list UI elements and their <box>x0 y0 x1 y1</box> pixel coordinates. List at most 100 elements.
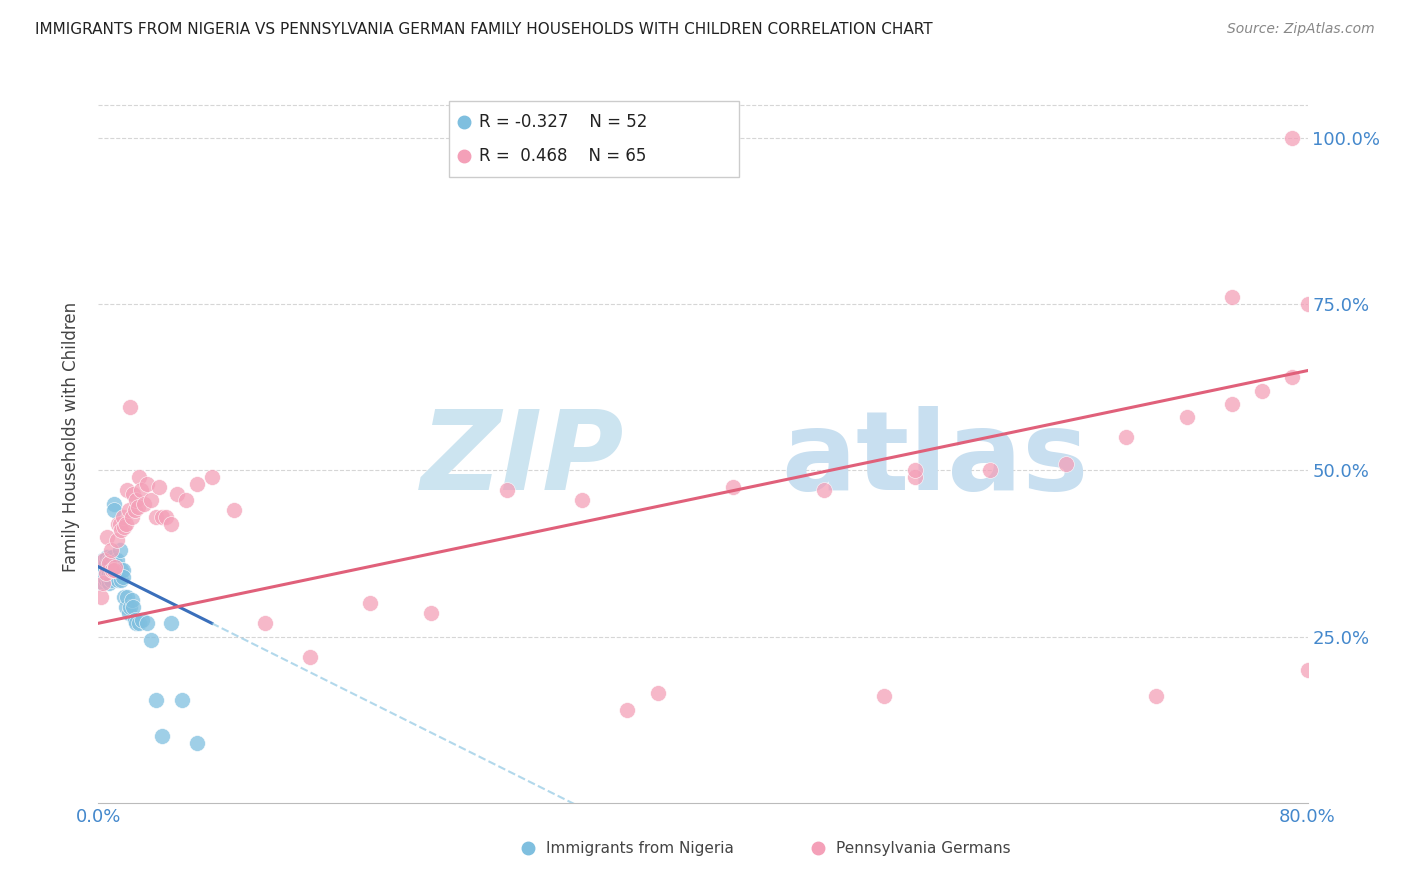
Point <box>104 566 127 581</box>
Point <box>101 563 124 577</box>
Point <box>98 553 121 567</box>
Point <box>93 563 115 577</box>
Point <box>111 570 134 584</box>
Point <box>112 520 135 534</box>
Text: R = -0.327    N = 52: R = -0.327 N = 52 <box>479 113 648 131</box>
Point <box>94 557 117 571</box>
Point <box>1281 131 1303 145</box>
Point <box>107 573 129 587</box>
Point <box>96 530 118 544</box>
Point <box>111 509 134 524</box>
Point <box>1115 430 1137 444</box>
Point <box>120 599 142 614</box>
Point <box>1251 384 1274 398</box>
Point <box>101 563 124 577</box>
Point <box>96 549 118 564</box>
Point <box>118 607 141 621</box>
Point <box>122 486 145 500</box>
Point <box>114 516 136 531</box>
Point <box>103 497 125 511</box>
Point <box>160 616 183 631</box>
Point <box>420 607 443 621</box>
Point <box>118 503 141 517</box>
Point <box>813 483 835 498</box>
Point <box>128 470 150 484</box>
Point <box>103 563 125 577</box>
Point <box>115 483 138 498</box>
Point <box>124 503 146 517</box>
Point <box>91 576 114 591</box>
Point <box>100 543 122 558</box>
Point <box>135 616 157 631</box>
Point <box>100 557 122 571</box>
Point <box>647 686 669 700</box>
Point <box>96 570 118 584</box>
Text: R =  0.468    N = 65: R = 0.468 N = 65 <box>479 147 647 165</box>
Point <box>132 497 155 511</box>
Point <box>124 613 146 627</box>
Point <box>166 486 188 500</box>
FancyBboxPatch shape <box>449 101 740 178</box>
Point <box>96 559 118 574</box>
Point <box>108 543 131 558</box>
Point <box>100 573 122 587</box>
Point <box>186 476 208 491</box>
Point <box>129 483 152 498</box>
Point <box>1220 397 1243 411</box>
Point <box>723 480 745 494</box>
Point <box>1296 663 1319 677</box>
Point <box>93 570 115 584</box>
Point <box>360 596 382 610</box>
Point <box>98 576 121 591</box>
Point <box>101 549 124 564</box>
Point <box>121 593 143 607</box>
Point <box>145 509 167 524</box>
Point <box>100 566 122 581</box>
Point <box>89 566 111 581</box>
Point <box>91 559 114 574</box>
Point <box>94 566 117 581</box>
Point <box>571 493 593 508</box>
Point <box>121 509 143 524</box>
Point <box>98 557 121 571</box>
Point <box>873 690 896 704</box>
Point <box>299 649 322 664</box>
Point <box>120 400 142 414</box>
Point <box>115 590 138 604</box>
Point <box>91 553 114 567</box>
Point <box>90 570 112 584</box>
Point <box>107 566 129 581</box>
Point <box>141 493 163 508</box>
Point <box>1054 457 1077 471</box>
Point <box>979 463 1001 477</box>
Text: IMMIGRANTS FROM NIGERIA VS PENNSYLVANIA GERMAN FAMILY HOUSEHOLDS WITH CHILDREN C: IMMIGRANTS FROM NIGERIA VS PENNSYLVANIA … <box>35 22 932 37</box>
Point <box>160 516 183 531</box>
Point <box>201 470 224 484</box>
Point <box>110 523 132 537</box>
Point <box>114 599 136 614</box>
Point <box>104 557 127 571</box>
Point <box>131 613 153 627</box>
Point <box>253 616 276 631</box>
Point <box>1144 690 1167 704</box>
Point <box>150 729 173 743</box>
Point <box>104 559 127 574</box>
Point <box>141 632 163 647</box>
Text: atlas: atlas <box>782 406 1090 513</box>
Point <box>90 590 112 604</box>
Point <box>170 692 193 706</box>
Point <box>125 616 148 631</box>
Point <box>112 590 135 604</box>
Point <box>98 566 121 581</box>
Point <box>94 566 117 581</box>
Point <box>108 516 131 531</box>
Point <box>904 470 927 484</box>
Point <box>1296 297 1319 311</box>
Point <box>128 616 150 631</box>
Point <box>495 483 517 498</box>
Point <box>174 493 197 508</box>
Point <box>186 736 208 750</box>
Point <box>110 573 132 587</box>
Point <box>105 553 128 567</box>
Point <box>145 692 167 706</box>
